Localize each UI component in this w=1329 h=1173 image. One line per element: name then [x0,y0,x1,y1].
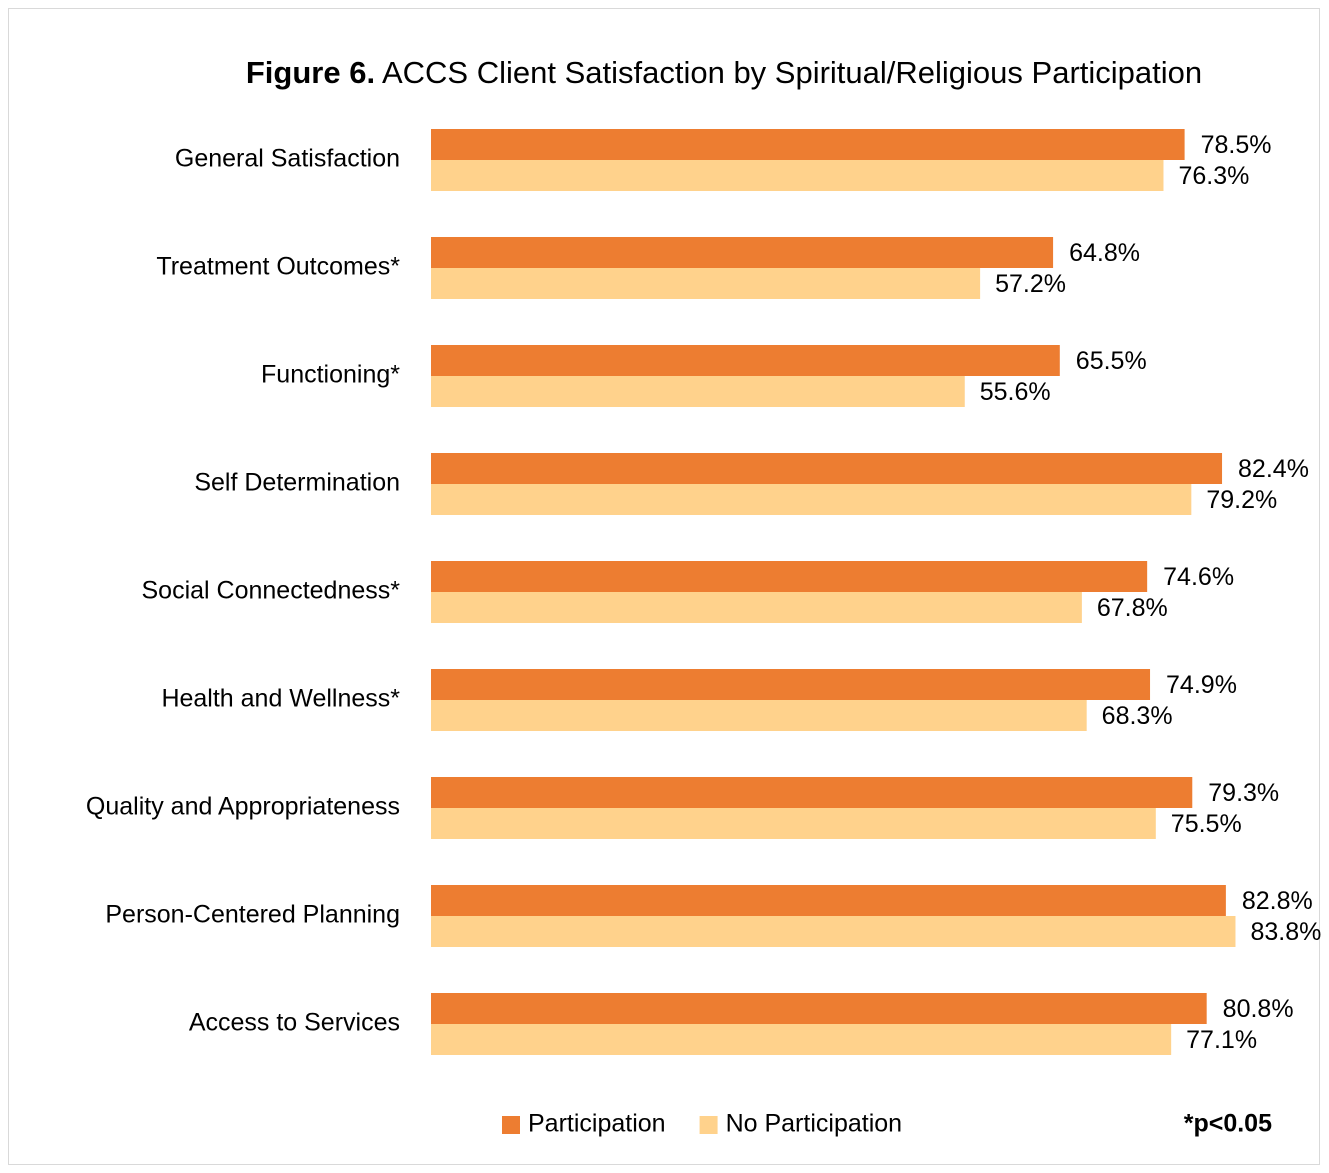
value-label: 57.2% [995,270,1066,298]
bar [431,993,1207,1024]
legend-swatch [502,1116,520,1134]
value-label: 78.5% [1201,131,1272,159]
bar [431,700,1087,731]
annotation: *p<0.05 [1184,1110,1272,1138]
y-tick-label: General Satisfaction [175,145,400,173]
bar [431,1024,1172,1055]
value-label: 64.8% [1069,239,1140,267]
value-label: 55.6% [980,378,1051,406]
bar [431,777,1193,808]
legend-label: Participation [528,1110,666,1138]
bar [431,484,1192,515]
value-label: 74.9% [1166,671,1237,699]
title-text: ACCS Client Satisfaction by Spiritual/Re… [382,55,1202,90]
bar [431,237,1054,268]
value-label: 77.1% [1186,1026,1257,1054]
value-label: 68.3% [1102,702,1173,730]
bar [431,453,1223,484]
bar [431,808,1156,839]
y-tick-label: Self Determination [194,469,400,497]
bar [431,561,1148,592]
bar [431,376,965,407]
bar [431,885,1226,916]
value-label: 79.3% [1208,779,1279,807]
bar [431,669,1151,700]
legend-swatch [699,1116,718,1134]
value-label: 80.8% [1223,995,1294,1023]
figure-label: Figure 6. [246,55,375,90]
y-tick-label: Access to Services [189,1009,400,1037]
value-label: 82.4% [1238,455,1309,483]
bar [431,268,981,299]
value-label: 83.8% [1250,918,1321,946]
y-tick-label: Health and Wellness* [161,685,400,713]
value-label: 74.6% [1163,563,1234,591]
value-label: 76.3% [1178,162,1249,190]
bar [431,592,1082,623]
bar [431,129,1185,160]
bar [431,916,1236,947]
value-label: 79.2% [1206,486,1277,514]
value-label: 82.8% [1242,887,1313,915]
bar [431,160,1164,191]
y-tick-label: Person-Centered Planning [105,901,400,929]
bar [431,345,1060,376]
y-tick-label: Social Connectedness* [142,577,401,605]
legend-label: No Participation [726,1110,902,1138]
value-label: 67.8% [1097,594,1168,622]
y-tick-label: Quality and Appropriateness [86,793,400,821]
chart-title: Figure 6. ACCS Client Satisfaction by Sp… [246,55,1202,90]
value-label: 75.5% [1171,810,1242,838]
y-tick-label: Treatment Outcomes* [156,253,400,281]
value-label: 65.5% [1076,347,1147,375]
y-tick-label: Functioning* [261,361,400,389]
